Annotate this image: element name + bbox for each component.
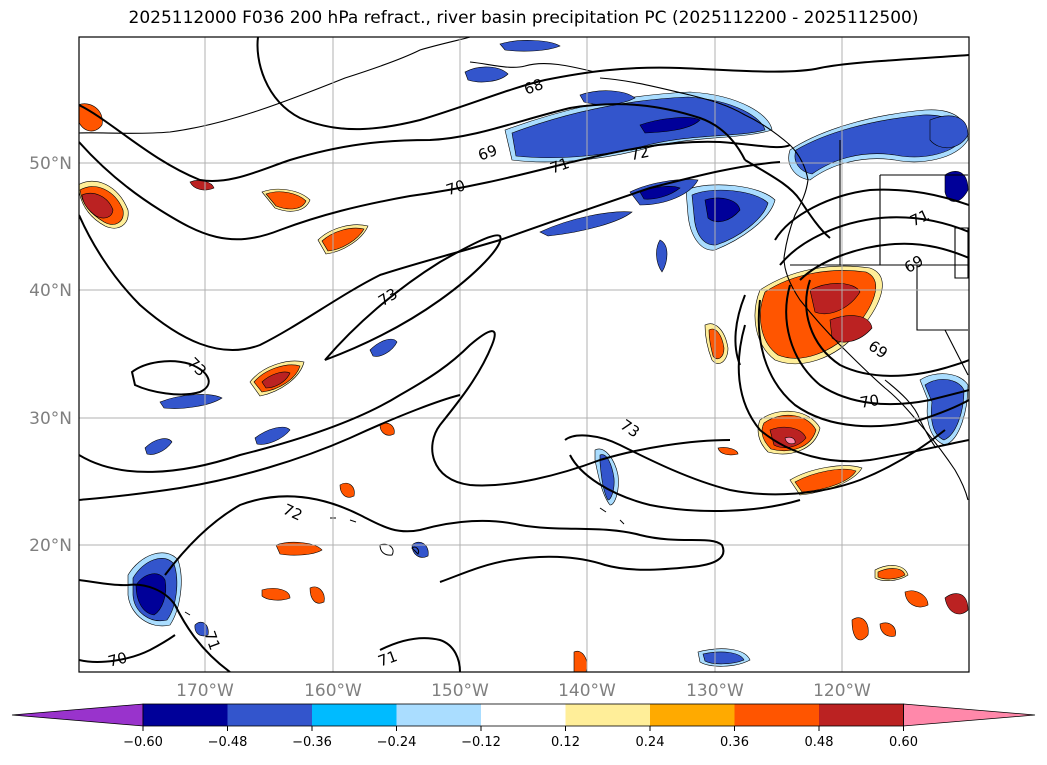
lon-label: 120°W bbox=[813, 681, 871, 701]
colorbar-extend-low bbox=[11, 703, 144, 727]
colorbar-tick-label: −0.24 bbox=[377, 735, 417, 750]
contour-label: 71 bbox=[548, 154, 572, 177]
colorbar-segment bbox=[565, 704, 650, 726]
latitude-labels: 50°N 40°N 30°N 20°N bbox=[29, 154, 72, 556]
colorbar-segment bbox=[819, 704, 904, 726]
lon-label: 160°W bbox=[304, 681, 362, 701]
lon-label: 170°W bbox=[176, 681, 234, 701]
colorbar-tick-label: 0.60 bbox=[889, 735, 918, 750]
colorbar-segment bbox=[312, 704, 397, 726]
contour-labels: 68 69 70 71 72 73 73 73 72 71 71 70 71 6… bbox=[106, 75, 932, 671]
colorbar-segment bbox=[396, 704, 481, 726]
colorbar-segment bbox=[650, 704, 735, 726]
contour-label: 68 bbox=[522, 75, 546, 98]
colorbar-segment bbox=[481, 704, 566, 726]
lat-label: 30°N bbox=[29, 409, 72, 429]
refractivity-contours bbox=[79, 37, 969, 672]
colorbar-extend-high bbox=[903, 703, 1036, 727]
map-area: 68 69 70 71 72 73 73 73 72 71 71 70 71 6… bbox=[79, 37, 969, 672]
lat-label: 20°N bbox=[29, 536, 72, 556]
colorbar-tick-label: 0.24 bbox=[636, 735, 665, 750]
colorbar-tick-label: −0.36 bbox=[292, 735, 332, 750]
negative-precip-shading bbox=[127, 40, 969, 667]
colorbar-tick-label: −0.60 bbox=[123, 735, 163, 750]
contour-label: 69 bbox=[476, 141, 500, 164]
colorbar-segment bbox=[734, 704, 819, 726]
lat-label: 50°N bbox=[29, 154, 72, 174]
lon-label: 150°W bbox=[431, 681, 489, 701]
colorbar-tick-label: 0.36 bbox=[720, 735, 749, 750]
colorbar: −0.60 −0.48 −0.36 −0.24 −0.12 0.12 0.24 0.36 0.4… bbox=[11, 703, 1036, 750]
colorbar-tick-label: −0.12 bbox=[461, 735, 501, 750]
positive-precip-shading bbox=[79, 103, 969, 672]
longitude-labels: 170°W 160°W 150°W 140°W 130°W 120°W bbox=[176, 681, 871, 701]
colorbar-segment bbox=[227, 704, 312, 726]
lon-label: 140°W bbox=[558, 681, 616, 701]
contour-label: 70 bbox=[444, 176, 468, 199]
colorbar-segment bbox=[143, 704, 228, 726]
map-title: 2025112000 F036 200 hPa refract., river … bbox=[128, 8, 919, 28]
contour-label: 70 bbox=[106, 648, 129, 670]
lat-label: 40°N bbox=[29, 281, 72, 301]
coastlines bbox=[79, 37, 969, 501]
lon-label: 130°W bbox=[686, 681, 744, 701]
contour-label: 72 bbox=[628, 143, 650, 165]
colorbar-tick-label: 0.12 bbox=[551, 735, 580, 750]
map-frame bbox=[78, 36, 970, 673]
colorbar-outline bbox=[142, 703, 904, 727]
colorbar-tick-label: 0.48 bbox=[805, 735, 834, 750]
contour-label: 71 bbox=[200, 628, 223, 652]
contour-label: 70 bbox=[859, 391, 881, 412]
colorbar-tick-label: −0.48 bbox=[208, 735, 248, 750]
contour-label: 71 bbox=[376, 647, 400, 670]
